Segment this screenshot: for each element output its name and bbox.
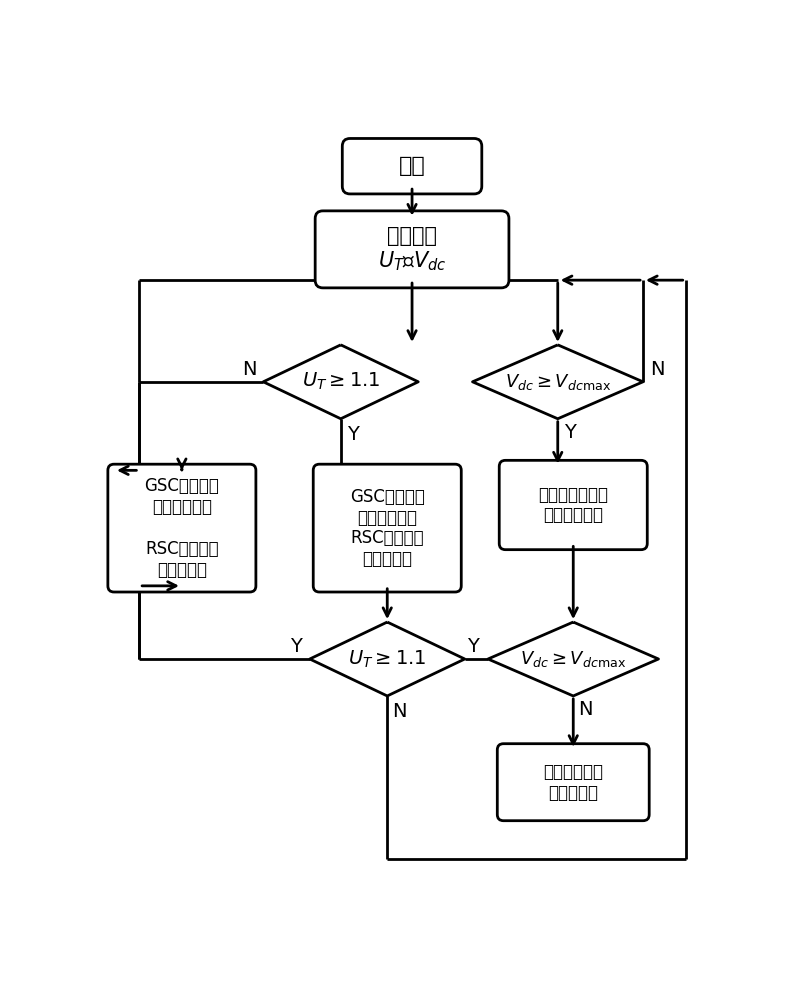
Text: $U_T \geq 1.1$: $U_T \geq 1.1$ [301, 371, 380, 392]
FancyBboxPatch shape [315, 211, 508, 288]
Text: N: N [577, 700, 592, 719]
Text: 触发导通自适应
直流卸荷电路: 触发导通自适应 直流卸荷电路 [537, 486, 608, 524]
Text: GSC：母线电
压控制模式；
RSC：无功功
率支持模式: GSC：母线电 压控制模式； RSC：无功功 率支持模式 [349, 488, 424, 568]
Text: $V_{dc} \geq V_{dc\mathrm{max}}$: $V_{dc} \geq V_{dc\mathrm{max}}$ [520, 649, 626, 669]
Text: GSC：单位功
率因数模式；

RSC：最大功
率追踪模式: GSC：单位功 率因数模式； RSC：最大功 率追踪模式 [145, 478, 219, 579]
Text: 实时检测
$U_T$、$V_{dc}$: 实时检测 $U_T$、$V_{dc}$ [377, 226, 446, 273]
Text: Y: Y [290, 637, 301, 656]
Text: $U_T \geq 1.1$: $U_T \geq 1.1$ [348, 648, 426, 670]
FancyBboxPatch shape [108, 464, 255, 592]
Text: Y: Y [564, 423, 576, 442]
Text: 关断自适应直
流卸荷电路: 关断自适应直 流卸荷电路 [543, 763, 602, 802]
Text: N: N [242, 360, 256, 379]
Text: 开始: 开始 [398, 156, 425, 176]
FancyBboxPatch shape [342, 138, 481, 194]
FancyBboxPatch shape [499, 460, 646, 550]
Text: Y: Y [347, 425, 359, 444]
FancyBboxPatch shape [497, 744, 648, 821]
Text: N: N [649, 360, 663, 379]
Text: N: N [392, 702, 406, 721]
Text: Y: Y [466, 637, 478, 656]
Text: $V_{dc} \geq V_{dc\mathrm{max}}$: $V_{dc} \geq V_{dc\mathrm{max}}$ [504, 372, 610, 392]
FancyBboxPatch shape [313, 464, 461, 592]
